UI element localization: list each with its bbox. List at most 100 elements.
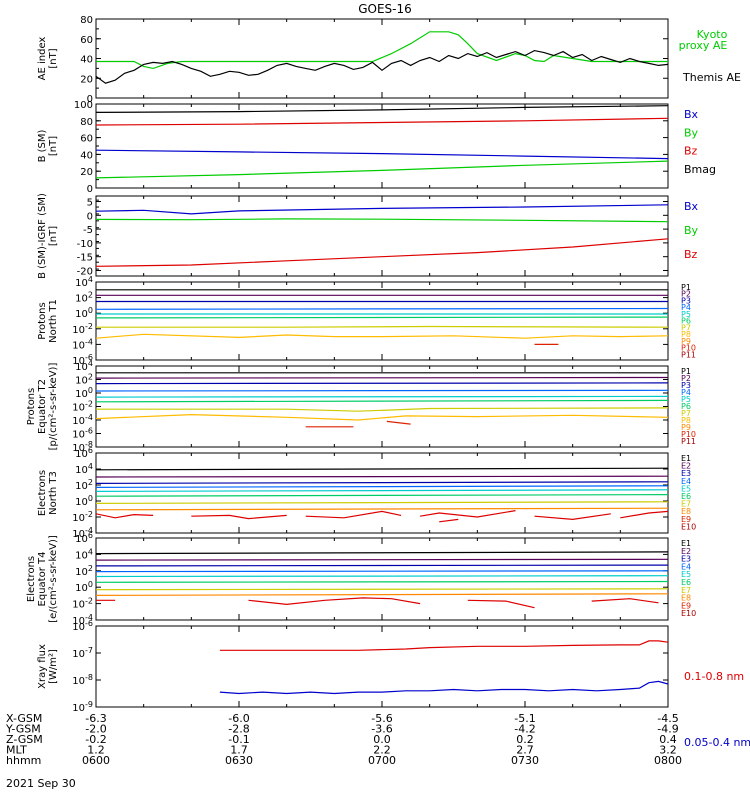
legend-item: Bz	[684, 145, 698, 158]
y-tick-label: 40	[80, 55, 93, 66]
legend-item: Bmag	[684, 163, 716, 176]
series-p5	[96, 395, 668, 398]
legend-item: E4	[681, 477, 691, 486]
series-kyoto-proxy-ae	[96, 31, 668, 70]
y-tick-label: 0	[87, 184, 93, 195]
legend-item: E5	[681, 570, 691, 579]
legend-item: P10	[681, 430, 696, 439]
series-bz	[96, 117, 668, 126]
legend-item: E10	[681, 609, 696, 618]
series-by	[96, 218, 668, 223]
series-e6	[96, 580, 668, 583]
footer-value: 3.2	[659, 744, 677, 757]
y-tick-exponent: 4	[88, 462, 93, 471]
y-tick-label: 0	[87, 94, 93, 105]
y-tick-label: 100	[74, 100, 93, 111]
legend-item: E6	[681, 492, 691, 501]
y-tick-exponent: 0	[88, 580, 93, 589]
footer-value: -5.6	[371, 712, 392, 725]
series-by	[96, 160, 668, 179]
legend-item: P4	[681, 303, 691, 312]
footer-value: 1.7	[230, 744, 248, 757]
legend-item: P7	[681, 323, 691, 332]
y-tick-exponent: -2	[85, 510, 93, 519]
series-e8	[96, 593, 668, 597]
legend-item: E4	[681, 562, 691, 571]
series-e9b	[248, 597, 421, 606]
series-0-1-0-8-nm	[219, 640, 668, 651]
y-tick-exponent: 2	[88, 291, 93, 300]
series-p8	[96, 333, 668, 339]
y-axis-label: Electrons North T3	[37, 470, 59, 516]
series-group	[96, 204, 668, 267]
y-tick-exponent: 4	[88, 547, 93, 556]
y-axis-label-line: North T1	[48, 299, 59, 343]
y-tick-label: 10-7	[72, 646, 93, 660]
y-tick-label: 60	[80, 35, 93, 46]
series-e5	[96, 489, 668, 492]
y-tick-label: 104	[75, 359, 93, 373]
legend-item: P9	[681, 423, 691, 432]
legend-item: P3	[681, 296, 691, 305]
series-p6	[96, 399, 668, 403]
series-e3	[96, 481, 668, 484]
y-tick-label: 104	[75, 275, 93, 289]
y-axis-label-line: [p/(cm²-s-sr-keV)]	[48, 363, 59, 451]
y-tick-exponent: -4	[85, 526, 93, 535]
series-bmag	[96, 105, 668, 113]
y-tick-exponent: 2	[88, 564, 93, 573]
series-e3	[96, 564, 668, 567]
series-p7	[96, 325, 668, 328]
y-tick-exponent: -4	[85, 413, 93, 422]
footer-row-label: Z-GSM	[6, 733, 43, 746]
legend-item: E6	[681, 578, 691, 587]
legend-item: E9	[681, 515, 691, 524]
legend-item: P1	[681, 283, 691, 292]
series-e9c	[467, 599, 535, 609]
footer-ephemeris: X-GSM -6.3 -6.0 -5.6 -5.1 -4.5 Y-GSM -2.0 -2.8 -3…	[5, 712, 682, 767]
panel-2: 0 20 40 60 80 100 B (SM) [nT] Bx By Bz Bmag	[37, 100, 716, 195]
y-tick-label: 80	[80, 117, 93, 128]
footer-row-label: hhmm	[6, 754, 41, 767]
footer-value: -6.3	[85, 712, 106, 725]
series-group	[96, 551, 668, 609]
series-e5	[96, 575, 668, 578]
panel-frame	[95, 18, 669, 99]
series-p4	[96, 389, 668, 392]
legend-item: E7	[681, 500, 691, 509]
y-axis-label-line: [nT]	[48, 48, 59, 68]
legend-item: Bz	[684, 248, 698, 261]
legend-item: 0.05-0.4 nm	[684, 736, 750, 749]
legend-item: E8	[681, 507, 691, 516]
y-tick-label: 102	[75, 478, 93, 492]
y-axis-label-line: Protons	[26, 388, 37, 425]
legend-item: E1	[681, 539, 691, 548]
legend-item: E1	[681, 454, 691, 463]
series-bz	[96, 238, 668, 267]
panel-frame	[95, 452, 669, 534]
legend-item: P9	[681, 337, 691, 346]
y-tick-exponent: -6	[85, 427, 93, 436]
series-0-05-0-4-nm	[219, 680, 668, 695]
footer-value: 0630	[225, 754, 253, 767]
y-tick-label: -10	[77, 239, 93, 250]
legend-item: P8	[681, 416, 691, 425]
y-tick-label: 100	[75, 306, 93, 320]
footer-value: 0.0	[373, 733, 391, 746]
y-tick-label: 102	[75, 373, 93, 387]
y-tick-label: 100	[75, 494, 93, 508]
series-e4	[96, 570, 668, 573]
legend-item: P5	[681, 310, 691, 319]
footer-value: 1.2	[87, 744, 105, 757]
y-tick-exponent: -6	[85, 619, 93, 628]
legend-item: P11	[681, 350, 696, 359]
series-e2	[96, 475, 668, 478]
legend-item: E3	[681, 469, 691, 478]
y-tick-exponent: 0	[88, 494, 93, 503]
